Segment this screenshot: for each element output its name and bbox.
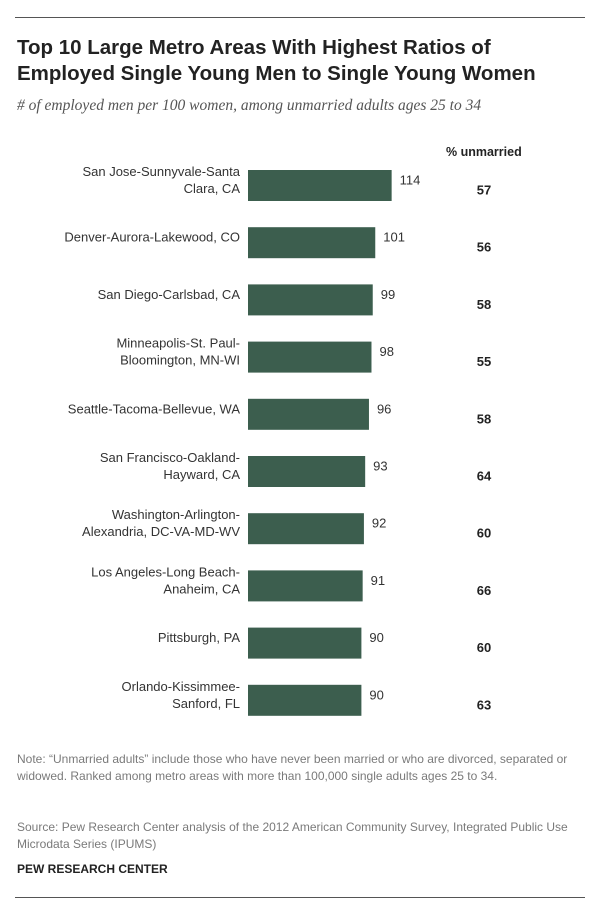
percent-unmarried-value: 55 [477,354,491,369]
brand-name: PEW RESEARCH CENTER [17,862,168,876]
category-label: Hayward, CA [163,467,240,482]
bar-value-label: 114 [400,173,421,188]
category-label: Seattle-Tacoma-Bellevue, WA [68,401,241,416]
category-label: Orlando-Kissimmee- [122,679,240,694]
category-label: Alexandria, DC-VA-MD-WV [82,524,240,539]
bar [248,513,364,545]
percent-unmarried-value: 60 [477,526,491,541]
percent-unmarried-value: 60 [477,640,491,655]
percent-unmarried-value: 66 [477,583,491,598]
bar-value-label: 99 [381,287,395,302]
bar-value-label: 91 [371,573,385,588]
category-label: Anaheim, CA [163,581,240,596]
percent-unmarried-value: 64 [477,469,492,484]
bar-chart: 114 San Jose-Sunnyvale-Santa Clara, CA 57 10… [64,164,492,716]
bar [248,284,373,316]
bar-value-label: 96 [377,401,391,416]
category-label: San Jose-Sunnyvale-Santa [82,164,240,179]
category-label: Denver-Aurora-Lakewood, CO [64,230,240,245]
bar-value-label: 101 [383,230,405,245]
chart-subtitle: # of employed men per 100 women, among u… [17,97,482,114]
bar [248,684,362,716]
bar-value-label: 98 [379,344,393,359]
category-label: Sanford, FL [172,696,240,711]
percent-unmarried-value: 58 [477,411,491,426]
category-label: Clara, CA [184,181,241,196]
chart-note: Note: “Unmarried adults” include those w… [17,752,568,783]
chart-title: Top 10 Large Metro Areas With Highest Ra… [17,36,536,85]
top-rule [15,17,585,18]
bar-value-label: 90 [369,687,383,702]
bar [248,456,366,487]
category-label: Los Angeles-Long Beach- [91,564,240,579]
percent-unmarried-value: 57 [477,183,491,198]
percent-unmarried-value: 56 [477,240,491,255]
bar [248,227,376,259]
category-label: Pittsburgh, PA [158,630,240,645]
category-label: Washington-Arlington- [112,507,240,522]
percent-unmarried-header: % unmarried [446,145,522,159]
bar [248,170,392,201]
category-label: Minneapolis-St. Paul- [116,336,240,351]
chart-source: Source: Pew Research Center analysis of … [17,820,568,851]
bottom-rule [15,897,585,898]
category-label: San Diego-Carlsbad, CA [98,287,241,302]
percent-unmarried-value: 58 [477,297,491,312]
bar [248,398,369,430]
percent-unmarried-value: 63 [477,697,491,712]
bar [248,341,372,373]
bar-value-label: 93 [373,459,387,474]
bar [248,570,363,602]
bar-value-label: 92 [372,516,386,531]
bar-value-label: 90 [369,630,383,645]
category-label: Bloomington, MN-WI [120,353,240,368]
category-label: San Francisco-Oakland- [100,450,240,465]
bar [248,627,362,659]
